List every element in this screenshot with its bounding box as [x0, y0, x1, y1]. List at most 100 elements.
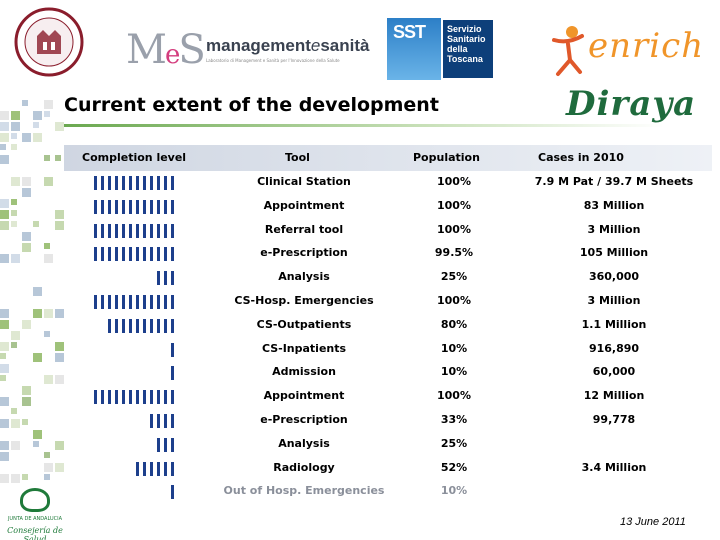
completion-bar — [136, 295, 139, 309]
completion-bar — [136, 223, 139, 238]
cell-tool: Appointment — [263, 389, 345, 403]
completion-bar — [171, 461, 174, 476]
mosaic-tile — [0, 452, 9, 461]
title-underline — [64, 124, 664, 127]
mosaic-tile — [0, 342, 9, 351]
cell-cases: 99,778 — [592, 413, 636, 426]
mosaic-tile — [0, 254, 9, 263]
mosaic-tile — [33, 441, 39, 447]
completion-bar — [129, 199, 132, 214]
cell-population: 100% — [437, 294, 471, 307]
completion-bar — [101, 390, 104, 405]
completion-bars — [86, 245, 182, 263]
mosaic-tile — [55, 342, 64, 351]
completion-bar — [101, 247, 104, 262]
completion-bars — [86, 222, 182, 240]
mosaic-tile — [11, 419, 20, 428]
completion-bars — [86, 460, 182, 478]
mosaic-tile — [33, 430, 42, 439]
page-title: Current extent of the development — [64, 94, 439, 116]
mosaic-tile — [11, 144, 17, 150]
cell-tool: CS-Outpatients — [256, 317, 352, 331]
cell-tool: e-Prescription — [260, 413, 348, 426]
cell-tool: Clinical Station — [257, 175, 351, 188]
cell-cases: 60,000 — [592, 365, 636, 379]
completion-bar — [101, 295, 104, 309]
cell-tool: Out of Hosp. Emergencies — [223, 484, 385, 498]
mosaic-tile — [0, 210, 9, 219]
completion-bar — [150, 199, 153, 214]
completion-bar — [171, 414, 174, 428]
mosaic-tile — [44, 474, 50, 480]
mosaic-tile — [44, 309, 53, 318]
completion-bars — [86, 174, 182, 192]
cell-cases: 12 Million — [583, 389, 645, 403]
mosaic-tile — [0, 364, 9, 373]
mosaic-tile — [33, 353, 42, 362]
cell-cases: 7.9 M Pat / 39.7 M Sheets — [534, 175, 694, 188]
completion-bar — [122, 295, 125, 309]
scuola-sant-anna-seal-logo — [3, 6, 95, 78]
table-row: e-Prescription 99.5% 105 Million — [64, 242, 712, 266]
table-row: Clinical Station 100% 7.9 M Pat / 39.7 M S… — [64, 171, 712, 195]
completion-bar — [171, 366, 174, 381]
completion-bar — [143, 223, 146, 238]
mosaic-tile — [0, 320, 9, 329]
completion-bar — [143, 247, 146, 262]
header-completion-level: Completion level — [82, 151, 187, 164]
completion-bar — [115, 390, 118, 405]
mosaic-tile — [0, 122, 9, 131]
completion-bar — [122, 390, 125, 405]
mosaic-tile — [22, 474, 28, 480]
completion-bar — [129, 318, 132, 333]
completion-bars — [86, 483, 182, 501]
mosaic-tile — [0, 309, 9, 318]
completion-bar — [164, 176, 167, 190]
mosaic-tile — [0, 111, 9, 120]
completion-bar — [150, 461, 153, 476]
completion-bar — [157, 271, 160, 286]
table-row: CS-Outpatients 80% 1.1 Million — [64, 314, 712, 338]
header-cases: Cases in 2010 — [538, 151, 624, 164]
cell-tool: Appointment — [263, 198, 345, 212]
completion-bar — [108, 295, 111, 309]
completion-bar — [94, 199, 97, 214]
mosaic-tile — [33, 287, 42, 296]
cell-population: 52% — [440, 460, 468, 474]
completion-bar — [94, 295, 97, 309]
completion-bars — [86, 269, 182, 287]
sst-box: SST — [387, 18, 441, 80]
completion-bar — [136, 199, 139, 214]
completion-bar — [143, 176, 146, 190]
completion-bar — [136, 247, 139, 262]
completion-bar — [122, 199, 125, 214]
completion-bar — [164, 295, 167, 309]
completion-bar — [129, 247, 132, 262]
mosaic-tile — [33, 133, 42, 142]
completion-bar — [122, 318, 125, 333]
cell-tool: Referral tool — [264, 222, 344, 236]
mosaic-tile — [22, 177, 31, 186]
completion-bar — [150, 390, 153, 405]
completion-bar — [157, 223, 160, 238]
completion-bar — [108, 390, 111, 405]
completion-bar — [143, 461, 146, 476]
mosaic-tile — [22, 232, 31, 241]
completion-bar — [122, 223, 125, 238]
completion-bar — [150, 318, 153, 333]
completion-bar — [157, 437, 160, 452]
completion-bar — [150, 295, 153, 309]
cell-population: 99.5% — [434, 246, 474, 260]
cell-population: 100% — [437, 198, 471, 212]
cell-population: 25% — [440, 436, 468, 450]
completion-bars — [86, 317, 182, 335]
completion-bar — [136, 176, 139, 190]
completion-bar — [171, 295, 174, 309]
completion-bar — [143, 318, 146, 333]
mosaic-tile — [11, 408, 17, 414]
completion-bar — [129, 295, 132, 309]
mes-logo: MeS managementesanità Laboratorio di Man… — [126, 30, 376, 70]
mosaic-tile — [11, 441, 20, 450]
enrich-logo: enrich — [548, 22, 703, 77]
completion-bar — [108, 176, 111, 190]
